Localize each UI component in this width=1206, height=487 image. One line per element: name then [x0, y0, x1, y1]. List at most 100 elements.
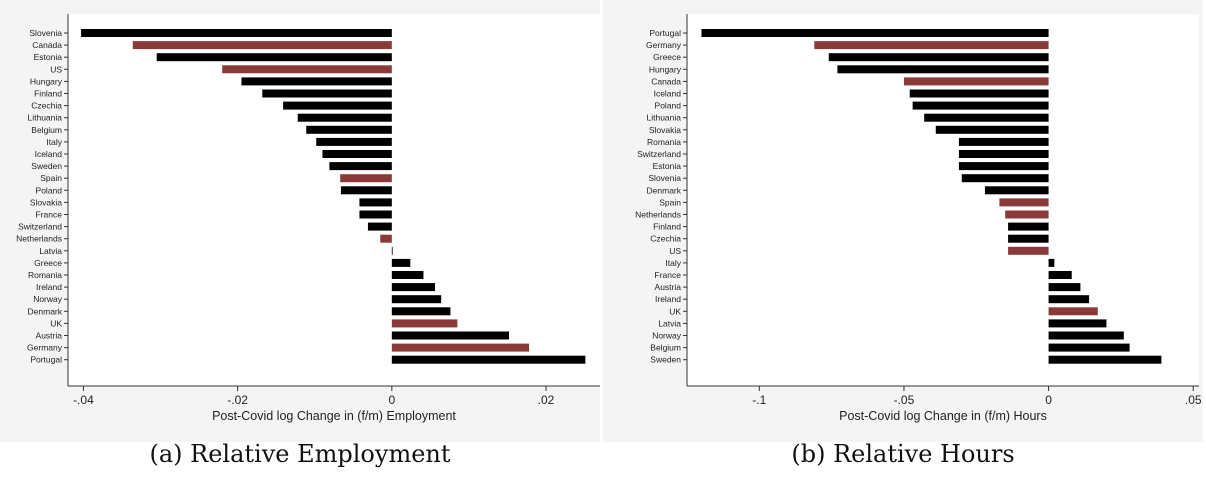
- caption-relative-employment: (a) Relative Employment: [149, 440, 451, 468]
- category-label: Slovakia: [649, 125, 681, 135]
- bar: [1048, 258, 1055, 267]
- category-label: Estonia: [34, 52, 63, 62]
- bar: [1048, 271, 1072, 279]
- panel-relative-hours: Portugal Germany Greece Hungary Canada Icelan…: [603, 0, 1206, 487]
- bar: [391, 343, 530, 352]
- category-label: Spain: [40, 173, 62, 183]
- x-tick-label: -.02: [227, 393, 248, 407]
- bar: [391, 246, 393, 255]
- category-label: UK: [669, 306, 681, 316]
- category-label: UK: [50, 318, 62, 328]
- bar: [912, 101, 1049, 110]
- bar: [391, 258, 411, 267]
- plot-area: [687, 14, 1199, 386]
- x-tick-label: -.05: [894, 393, 915, 407]
- category-label: France: [36, 210, 63, 220]
- category-label: Switzerland: [637, 149, 681, 159]
- bar: [828, 53, 1049, 62]
- category-label: Finland: [34, 89, 62, 99]
- category-label: France: [655, 270, 682, 280]
- category-label: US: [669, 246, 681, 256]
- x-axis-title: Post-Covid log Change in (f/m) Employmen…: [212, 409, 456, 423]
- bar: [380, 234, 392, 243]
- category-label: Finland: [653, 222, 681, 232]
- bar: [1048, 295, 1090, 304]
- bar: [961, 174, 1049, 183]
- category-label: Greece: [653, 52, 681, 62]
- x-tick-label: .02: [538, 393, 555, 407]
- x-tick-label: -.1: [752, 393, 766, 407]
- bar: [924, 113, 1049, 122]
- bar: [156, 53, 392, 62]
- bar: [1048, 319, 1107, 328]
- bar: [340, 174, 392, 183]
- category-label: Poland: [36, 185, 63, 195]
- category-label: Germany: [27, 343, 63, 353]
- bar: [391, 355, 586, 364]
- bar: [359, 210, 392, 219]
- category-label: Netherlands: [635, 210, 681, 220]
- category-label: Norway: [652, 331, 682, 341]
- bar: [283, 101, 392, 110]
- category-label: Iceland: [654, 89, 682, 99]
- bar: [958, 150, 1049, 158]
- bar: [367, 222, 392, 231]
- bar: [958, 162, 1049, 171]
- bar: [909, 89, 1049, 98]
- bar: [81, 29, 392, 37]
- bar: [391, 319, 458, 328]
- plot-area: [68, 14, 600, 386]
- bar: [999, 198, 1049, 207]
- category-label: Latvia: [658, 318, 681, 328]
- category-label: Switzerland: [18, 222, 62, 232]
- bar: [1008, 222, 1049, 231]
- category-label: Lithuania: [646, 113, 681, 123]
- category-label: Romania: [647, 137, 681, 147]
- category-label: Slovenia: [29, 28, 62, 38]
- category-label: Spain: [659, 197, 681, 207]
- hours-bar-chart: Portugal Germany Greece Hungary Canada Icelan…: [635, 14, 1202, 423]
- x-tick-label: 0: [388, 393, 395, 407]
- bar: [984, 186, 1049, 195]
- category-label: Italy: [665, 258, 681, 268]
- bar: [1005, 210, 1049, 219]
- category-label: Canada: [32, 40, 62, 50]
- bar: [701, 29, 1049, 37]
- bar: [903, 77, 1049, 86]
- category-label: Hungary: [649, 64, 682, 74]
- category-label: Italy: [46, 137, 62, 147]
- bar: [1048, 331, 1124, 340]
- bar: [297, 113, 392, 122]
- x-tick-label: .05: [1185, 393, 1202, 407]
- bar: [935, 125, 1049, 134]
- category-label: Denmark: [28, 306, 63, 316]
- panel-relative-employment: Slovenia Canada Estonia US Hungary Finland Cze…: [0, 0, 600, 468]
- category-label: Portugal: [649, 28, 681, 38]
- bar: [958, 137, 1049, 146]
- category-label: Belgium: [650, 343, 681, 353]
- bar: [1048, 355, 1162, 364]
- category-label: Ireland: [655, 294, 681, 304]
- category-label: Hungary: [30, 76, 63, 86]
- category-label: Estonia: [653, 161, 682, 171]
- category-label: Czechia: [31, 101, 62, 111]
- bar: [1048, 343, 1130, 352]
- bar: [1008, 234, 1049, 243]
- category-label: Slovakia: [30, 197, 62, 207]
- bar: [1008, 246, 1049, 255]
- bar: [262, 89, 392, 98]
- category-label: Sweden: [650, 355, 681, 365]
- category-label: Canada: [651, 76, 681, 86]
- bar: [837, 65, 1049, 74]
- category-label: US: [50, 64, 62, 74]
- bar: [359, 198, 392, 207]
- category-label: Sweden: [31, 161, 62, 171]
- category-label: Greece: [34, 258, 62, 268]
- category-label: Germany: [646, 40, 682, 50]
- bar: [391, 271, 424, 279]
- caption-relative-hours: (b) Relative Hours: [791, 440, 1015, 468]
- category-label: Latvia: [39, 246, 62, 256]
- bar: [391, 331, 510, 340]
- category-label: Austria: [655, 282, 682, 292]
- bar: [1048, 283, 1081, 292]
